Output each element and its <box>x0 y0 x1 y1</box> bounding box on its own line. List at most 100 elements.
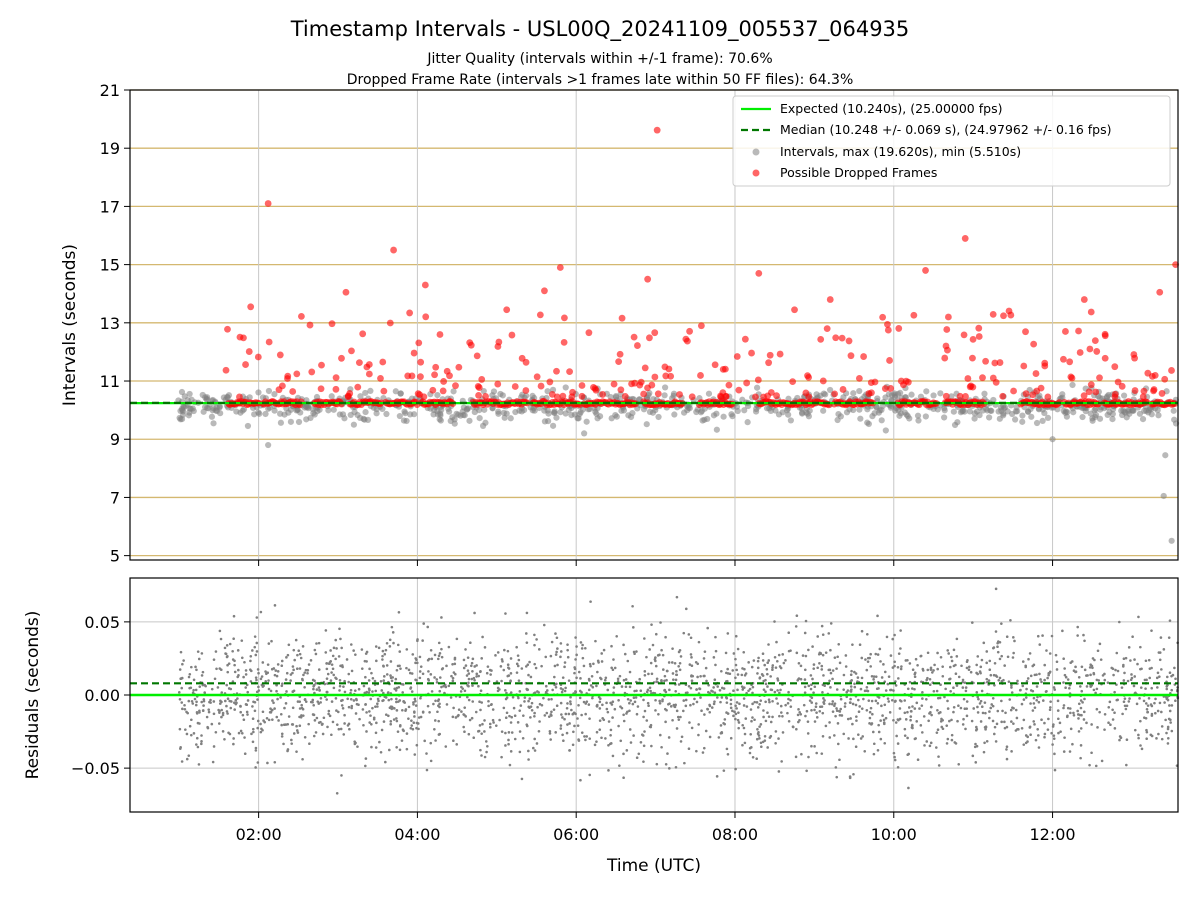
residual-point <box>998 657 1002 661</box>
residual-point <box>828 736 832 739</box>
residual-point <box>1053 768 1057 772</box>
residual-point <box>818 709 822 713</box>
residual-point <box>368 721 371 724</box>
residual-point <box>264 680 268 683</box>
residual-point <box>961 723 965 726</box>
residual-point <box>976 711 980 714</box>
residual-point <box>789 705 793 708</box>
residual-point <box>187 754 191 757</box>
residual-point <box>648 686 652 690</box>
residual-point <box>341 706 345 710</box>
dropped-frame-point <box>760 393 767 401</box>
residual-point <box>281 682 284 685</box>
residual-point <box>1059 730 1062 733</box>
residual-point <box>993 661 997 665</box>
dropped-frame-point <box>895 325 903 332</box>
residual-point <box>548 732 552 735</box>
residual-point <box>1014 708 1018 712</box>
residual-point <box>354 653 357 656</box>
residual-point <box>863 689 867 693</box>
interval-point <box>451 420 458 427</box>
residual-point <box>414 661 417 665</box>
residual-point <box>565 731 569 735</box>
interval-point <box>896 412 903 419</box>
residual-point <box>842 688 845 691</box>
interval-point <box>529 392 536 399</box>
residual-point <box>1123 697 1127 700</box>
svg-text:Intervals, max (19.620s), min: Intervals, max (19.620s), min (5.510s) <box>780 144 1021 159</box>
residual-point <box>1028 652 1032 655</box>
residual-point <box>272 701 275 705</box>
residual-point <box>273 707 276 710</box>
dropped-frame-point <box>845 337 853 345</box>
residual-point <box>1038 672 1041 676</box>
residual-point <box>329 679 333 682</box>
interval-point <box>522 392 530 399</box>
residual-point <box>1029 733 1032 737</box>
residual-point <box>572 730 575 734</box>
residual-point <box>1028 725 1032 729</box>
residual-point <box>237 731 241 735</box>
residual-point <box>994 674 998 677</box>
residual-point <box>862 697 865 701</box>
residual-point <box>598 728 602 731</box>
residual-point <box>395 717 398 720</box>
residual-point <box>1167 636 1171 639</box>
residual-point <box>256 698 259 701</box>
residual-point <box>1033 706 1037 709</box>
residual-point <box>489 673 492 676</box>
residual-point <box>416 722 420 725</box>
residual-point <box>367 691 371 694</box>
residual-point <box>899 647 902 650</box>
dropped-frame-point <box>439 387 447 395</box>
residual-point <box>651 643 655 647</box>
residual-point <box>868 710 872 714</box>
dropped-frame-point <box>838 334 846 342</box>
residual-point <box>903 734 907 737</box>
residual-point <box>295 729 299 732</box>
residual-point <box>673 661 677 665</box>
residual-point <box>364 675 367 679</box>
residual-point <box>751 702 754 706</box>
dropped-frame-point <box>1005 307 1013 315</box>
residual-point <box>720 669 723 673</box>
residual-point <box>1021 660 1025 663</box>
residual-point <box>1100 759 1104 763</box>
residual-point <box>1166 736 1170 740</box>
residual-point <box>681 709 685 713</box>
residual-point <box>312 734 316 738</box>
residual-point <box>624 678 628 681</box>
residual-point <box>433 653 437 657</box>
residual-point <box>480 754 483 757</box>
interval-point <box>990 396 997 404</box>
residual-point <box>1150 629 1153 632</box>
residual-point <box>432 702 435 706</box>
residual-point <box>479 670 482 673</box>
residual-point <box>264 670 267 673</box>
residual-point <box>323 682 327 686</box>
residual-point <box>589 600 592 603</box>
residual-point <box>444 685 448 689</box>
residual-point <box>417 727 420 731</box>
residual-point <box>261 685 265 688</box>
residual-point <box>215 667 218 671</box>
residual-point <box>703 674 706 678</box>
residual-point <box>251 649 254 652</box>
residual-point <box>975 663 978 667</box>
residual-point <box>871 730 875 734</box>
residual-point <box>1111 718 1115 721</box>
residual-point <box>914 737 917 740</box>
residual-point <box>671 672 675 675</box>
residual-point <box>767 715 771 718</box>
residual-point <box>1082 718 1086 721</box>
residual-point <box>1074 665 1077 669</box>
residual-point <box>297 649 301 653</box>
residual-point <box>846 689 850 692</box>
residual-point <box>994 630 998 633</box>
residual-point <box>626 659 630 663</box>
dropped-frame-point <box>455 363 463 371</box>
residual-point <box>700 709 703 713</box>
residual-point <box>836 722 840 725</box>
residual-point <box>405 666 408 670</box>
residual-point <box>931 671 934 674</box>
